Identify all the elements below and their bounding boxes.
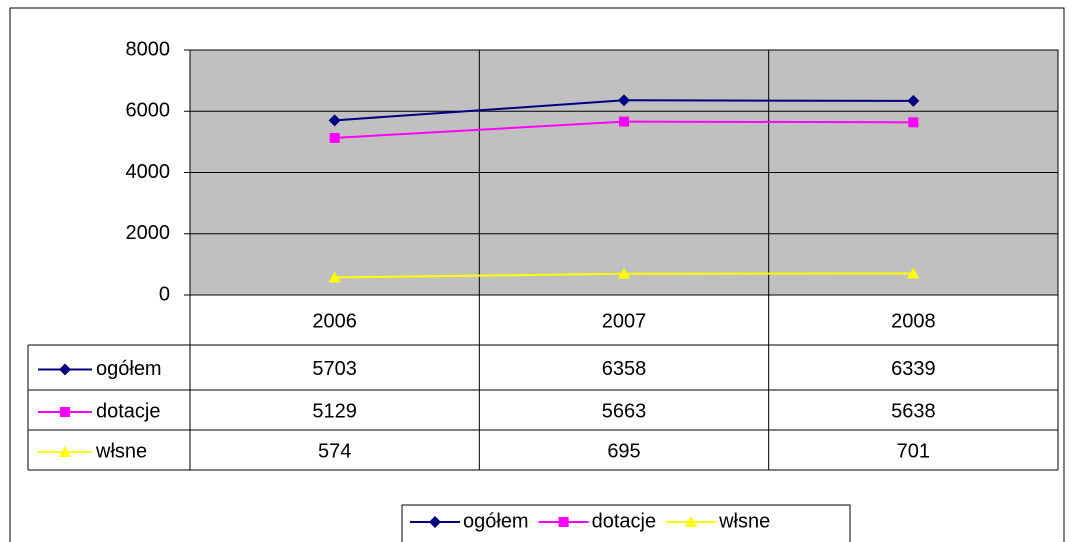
table-value: 5638: [891, 400, 936, 422]
legend-label: dotacje: [592, 510, 657, 532]
data-point: [907, 94, 920, 107]
legend-swatch-marker: [60, 407, 70, 417]
data-point: [619, 116, 629, 127]
legend-swatch-marker: [59, 363, 71, 376]
legend-swatch-marker: [558, 517, 569, 527]
table-value: 5663: [602, 400, 647, 422]
table-value: 574: [318, 440, 351, 462]
legend-swatch-marker: [429, 516, 441, 528]
table-value: 5129: [312, 400, 357, 422]
table-value: 6358: [602, 358, 647, 380]
table-value: 701: [897, 440, 930, 462]
legend-label: ogółem: [463, 510, 529, 532]
data-point: [618, 94, 630, 107]
table-value: 695: [607, 440, 640, 462]
data-point: [618, 267, 630, 279]
legend-swatch-marker: [685, 516, 698, 527]
x-tick-label: 2008: [891, 310, 936, 332]
table-value: 5703: [312, 358, 357, 380]
y-tick-label: 8000: [126, 38, 171, 60]
x-tick-label: 2006: [312, 310, 357, 332]
y-tick-label: 2000: [126, 222, 171, 244]
legend-box: [401, 504, 851, 542]
legend-label: włsne: [718, 510, 770, 532]
data-point: [329, 132, 340, 143]
data-point: [328, 271, 341, 283]
y-tick-label: 4000: [126, 161, 171, 183]
legend-swatch-marker: [59, 446, 71, 457]
data-point: [908, 117, 919, 128]
legend-label: dotacje: [96, 400, 161, 422]
y-tick-label: 0: [159, 283, 170, 305]
table-value: 6339: [891, 358, 936, 380]
y-tick-label: 6000: [126, 100, 171, 122]
legend-label: włsne: [95, 440, 147, 462]
legend-label: ogółem: [96, 358, 162, 380]
data-point: [328, 114, 341, 127]
data-point: [907, 267, 920, 279]
x-tick-label: 2007: [602, 310, 647, 332]
